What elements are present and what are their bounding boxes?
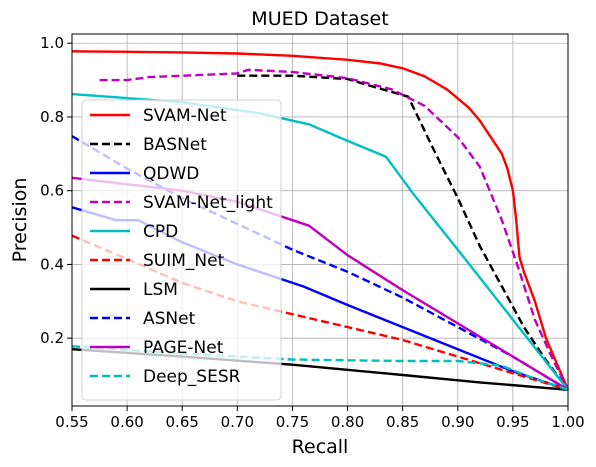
- legend-label: Deep_SESR: [143, 367, 241, 387]
- x-tick-label: 0.60: [110, 413, 143, 431]
- y-tick-label: 0.4: [40, 255, 64, 273]
- legend: SVAM-Net BASNet QDWD SVAM-Net_light CPD SUIM_…: [81, 99, 282, 401]
- chart-title: MUED Dataset: [251, 8, 388, 30]
- legend-label: PAGE-Net: [143, 338, 224, 358]
- series-line-basnet: [237, 74, 569, 391]
- legend-label: BASNet: [143, 135, 207, 155]
- y-tick-label: 0.2: [40, 329, 64, 347]
- y-axis-label: Precision: [9, 178, 31, 263]
- x-axis-label: Recall: [292, 436, 349, 458]
- legend-label: QDWD: [143, 164, 199, 184]
- x-tick-label: 0.90: [441, 413, 474, 431]
- legend-label: SVAM-Net_light: [143, 193, 273, 213]
- legend-label: CPD: [143, 222, 178, 242]
- y-tick-label: 0.6: [40, 182, 64, 200]
- x-tick-label: 0.95: [496, 413, 529, 431]
- y-tick-label: 0.8: [40, 108, 64, 126]
- x-tick-label: 0.80: [331, 413, 364, 431]
- y-tick-label: 1.0: [40, 34, 64, 52]
- x-tick-label: 0.55: [55, 413, 88, 431]
- ticks: 0.55 0.60 0.65 0.70 0.75 0.80 0.85 0.90 0.95 1.00…: [40, 34, 585, 431]
- x-tick-label: 0.75: [276, 413, 309, 431]
- x-tick-label: 0.65: [166, 413, 199, 431]
- legend-label: ASNet: [143, 309, 196, 329]
- series-line-asnet: [71, 135, 569, 391]
- series-line-svam-net: [71, 50, 570, 391]
- series-line-svam-net-light: [99, 68, 570, 391]
- legend-label: LSM: [143, 280, 178, 300]
- x-tick-label: 0.70: [221, 413, 254, 431]
- plot-frame: [71, 33, 569, 407]
- x-tick-label: 0.85: [386, 413, 419, 431]
- x-tick-label: 1.00: [551, 413, 584, 431]
- legend-box: [81, 99, 282, 401]
- legend-label: SVAM-Net: [143, 106, 227, 126]
- legend-label: SUIM_Net: [143, 251, 225, 271]
